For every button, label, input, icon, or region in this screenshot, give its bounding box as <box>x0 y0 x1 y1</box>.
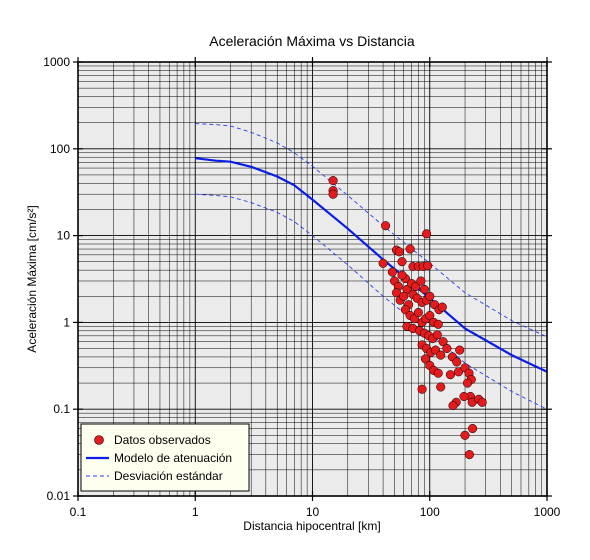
data-point <box>387 267 397 277</box>
data-point <box>436 350 446 360</box>
tick-labels: 0.1 1 10 100 1000 0.01 0.1 1 10 100 1000 <box>43 55 560 519</box>
x-tick-label: 10 <box>306 505 320 519</box>
data-point <box>399 291 409 301</box>
data-point <box>477 397 487 407</box>
data-point <box>464 450 474 460</box>
data-point <box>417 384 427 394</box>
x-tick-label: 1 <box>192 505 199 519</box>
y-tick-label: 1 <box>63 315 70 329</box>
data-point <box>453 367 464 377</box>
data-point <box>378 258 388 268</box>
data-point <box>397 257 407 267</box>
data-point <box>425 291 435 301</box>
std-dev-upper-line <box>195 123 548 338</box>
data-point <box>436 382 446 392</box>
y-tick-label: 0.01 <box>47 489 71 503</box>
x-tick-label: 1000 <box>534 505 561 519</box>
x-axis-label: Distancia hipocentral [km] <box>243 519 380 533</box>
y-tick-label: 10 <box>57 229 71 243</box>
data-point <box>437 302 447 312</box>
data-point <box>397 270 407 280</box>
data-point <box>419 284 429 294</box>
legend-marker-points <box>94 435 104 445</box>
data-point <box>468 423 478 434</box>
data-point <box>381 221 391 231</box>
observed-points <box>328 176 487 460</box>
std-dev-lower-line <box>195 193 548 410</box>
data-point <box>413 307 423 318</box>
data-point <box>455 345 465 355</box>
legend-label-points: Datos observados <box>114 433 211 447</box>
x-tick-label: 0.1 <box>70 505 87 519</box>
data-point <box>442 343 452 354</box>
data-point <box>452 357 462 367</box>
data-point <box>328 176 338 186</box>
std-dev-band <box>195 123 548 410</box>
y-tick-label: 100 <box>50 142 70 156</box>
chart-title: Aceleración Máxima vs Distancia <box>209 33 415 49</box>
data-point <box>328 189 338 199</box>
legend-label-std: Desviación estándar <box>114 469 223 483</box>
legend: Datos observados Modelo de atenuación De… <box>80 423 250 492</box>
model-line-path <box>195 157 548 373</box>
data-point <box>405 244 415 254</box>
x-tick-label: 100 <box>420 505 440 519</box>
data-point <box>445 370 455 380</box>
legend-label-model: Modelo de atenuación <box>114 451 232 465</box>
y-axis-label: Aceleración Máxima [cm/s²] <box>25 205 39 352</box>
data-point <box>448 401 458 411</box>
data-point <box>462 378 473 388</box>
data-point <box>460 430 470 440</box>
y-tick-label: 0.1 <box>53 402 70 416</box>
data-point <box>433 368 443 378</box>
data-point <box>425 310 435 321</box>
model-line <box>195 157 548 373</box>
data-point <box>423 261 433 271</box>
data-point <box>422 229 432 239</box>
data-point <box>433 319 443 329</box>
data-point <box>420 354 431 364</box>
data-point <box>432 330 442 340</box>
data-point <box>416 276 426 286</box>
data-point <box>391 288 402 298</box>
data-point <box>394 247 404 257</box>
y-tick-label: 1000 <box>43 55 70 69</box>
data-point <box>459 391 469 402</box>
